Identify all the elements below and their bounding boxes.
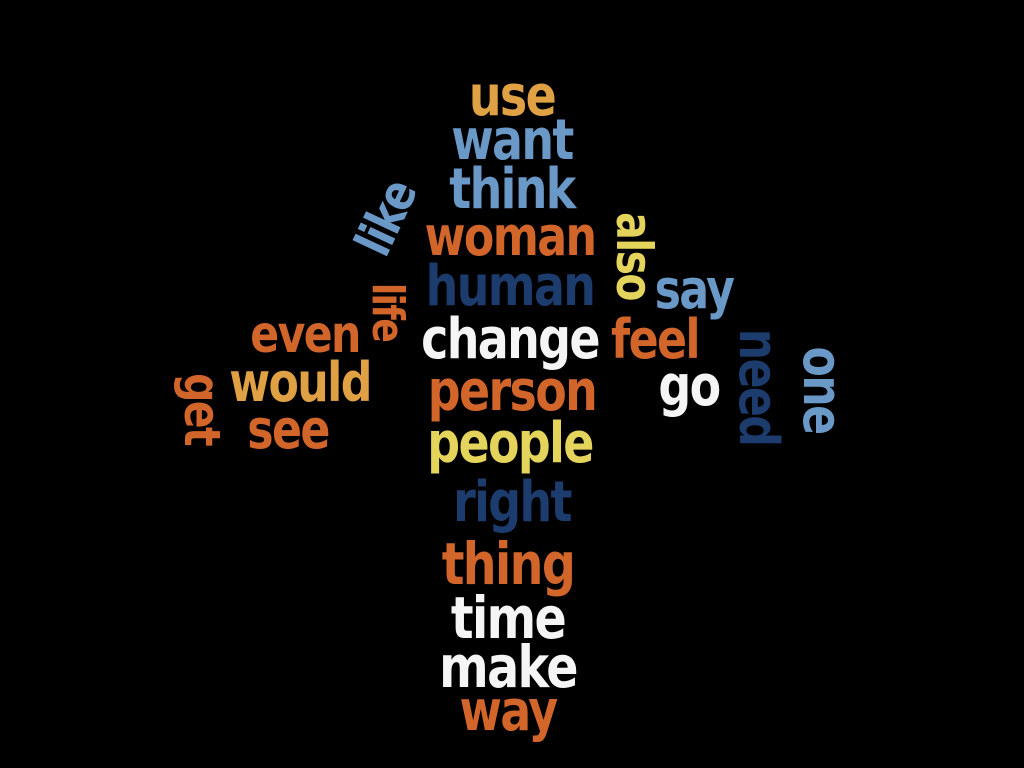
word-use: use — [468, 64, 557, 129]
word-even: even — [250, 305, 361, 365]
word-like: like — [343, 171, 429, 265]
word-people: people — [427, 411, 594, 476]
word-think: think — [449, 157, 576, 222]
word-get: get — [173, 373, 231, 445]
word-change: change — [421, 307, 600, 372]
word-time: time — [450, 584, 567, 652]
word-see: see — [247, 398, 330, 461]
word-make: make — [439, 633, 578, 701]
word-one: one — [791, 346, 854, 434]
word-would: would — [229, 351, 372, 414]
word-human: human — [425, 254, 596, 319]
word-feel: feel — [611, 308, 701, 371]
word-thing: thing — [441, 530, 576, 598]
word-right: right — [453, 470, 572, 535]
word-go: go — [658, 354, 721, 419]
word-woman: woman — [424, 205, 597, 268]
word-say: say — [654, 258, 735, 321]
word-person: person — [427, 359, 598, 424]
word-want: want — [451, 108, 574, 173]
word-need: need — [727, 328, 790, 446]
word-way: way — [459, 679, 558, 744]
word-life: life — [362, 282, 413, 342]
word-also: also — [605, 212, 663, 300]
